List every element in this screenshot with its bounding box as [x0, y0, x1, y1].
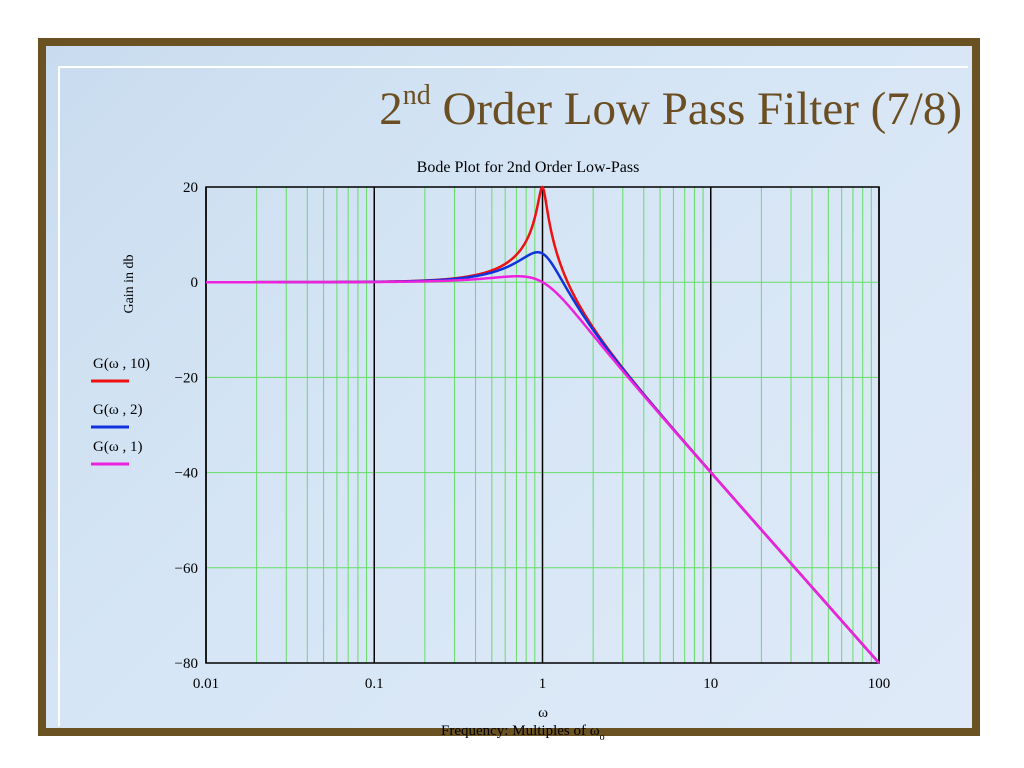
legend: G(ω , 10) G(ω , 2) G(ω , 1) [91, 356, 150, 466]
y-tick-label: 0 [191, 275, 199, 291]
x-axis-label: ω [538, 705, 548, 721]
legend-label: G(ω , 10) [93, 356, 150, 372]
x-tick-label: 1 [539, 676, 547, 692]
slide-title-main: 2 [379, 83, 403, 135]
slide-title: 2nd Order Low Pass Filter (7/8) [379, 82, 962, 136]
y-tick-label: −80 [175, 656, 198, 672]
x-tick-label: 10 [703, 676, 718, 692]
y-tick-label: 20 [183, 180, 198, 196]
y-axis-label: Gain in db [122, 254, 137, 313]
y-tick-label: −20 [175, 370, 198, 386]
x-axis-sublabel-subscript: o [600, 732, 605, 743]
x-tick-label: 0.01 [193, 676, 219, 692]
y-tick-label: −40 [175, 466, 198, 482]
chart-title: Bode Plot for 2nd Order Low-Pass [417, 159, 640, 176]
x-tick-label: 100 [868, 676, 891, 692]
x-axis-sublabel-text: Frequency: Multiples of ω [441, 723, 600, 739]
slide-title-rest: Order Low Pass Filter (7/8) [430, 83, 962, 135]
legend-label: G(ω , 2) [93, 402, 142, 418]
series-line [206, 275, 880, 664]
x-axis-sublabel: Frequency: Multiples of ωo [441, 723, 605, 743]
y-tick-label: −60 [175, 561, 198, 577]
slide-background [46, 46, 972, 728]
y-axis-tick-labels: 20 0 −20 −40 −60 −80 [175, 180, 198, 672]
x-axis-tick-labels: 0.01 0.1 1 10 100 [193, 676, 890, 692]
x-tick-label: 0.1 [365, 676, 384, 692]
legend-label: G(ω , 1) [93, 439, 142, 455]
slide-title-superscript: nd [402, 80, 431, 111]
series-layer [206, 185, 880, 664]
